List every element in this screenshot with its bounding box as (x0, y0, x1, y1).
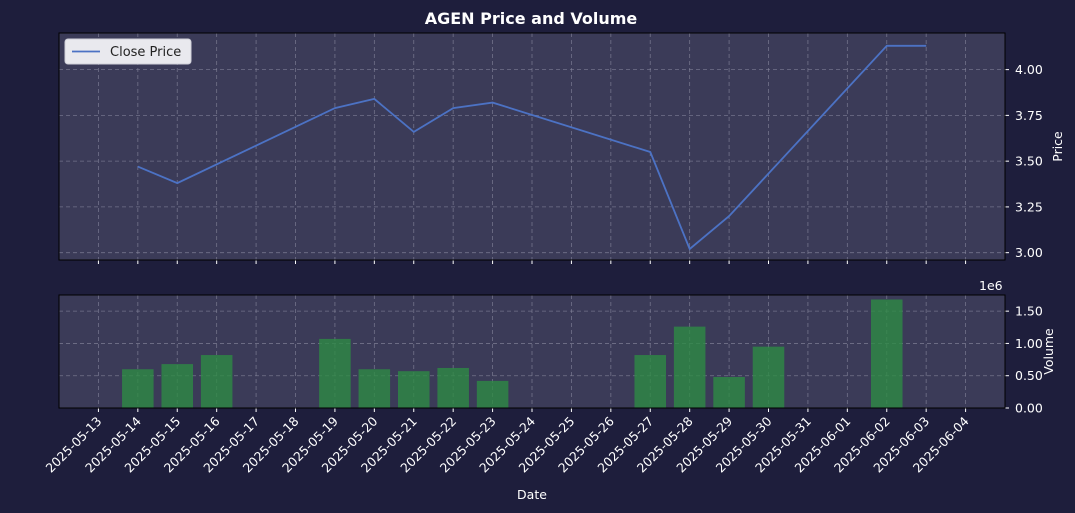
y-tick-label: 3.50 (1015, 154, 1043, 169)
legend-box (64, 38, 192, 65)
y-tick-label: 1.00 (1015, 336, 1043, 351)
volume-bar (200, 355, 233, 408)
y-tick-label: 3.25 (1015, 199, 1043, 214)
volume-bar (161, 364, 194, 408)
volume-axis-label: Volume (1041, 328, 1056, 375)
volume-bar (673, 326, 706, 408)
volume-bar (397, 371, 430, 408)
volume-scale-label: 1e6 (979, 278, 1003, 293)
volume-bar (437, 367, 469, 408)
price-axis-label: Price (1050, 131, 1065, 162)
y-tick-label: 4.00 (1015, 62, 1043, 77)
volume-bar (476, 380, 509, 408)
y-tick-label: 0.50 (1015, 368, 1043, 383)
volume-bar (122, 369, 154, 408)
price-panel-frame (58, 32, 1006, 261)
y-tick-label: 0.00 (1015, 401, 1043, 416)
close-price-line (137, 44, 927, 251)
y-tick-label: 1.50 (1015, 304, 1043, 319)
volume-bar (634, 355, 667, 408)
date-axis-label: Date (517, 487, 547, 502)
volume-bar (870, 299, 903, 408)
volume-panel-frame (58, 294, 1006, 409)
volume-bar (713, 377, 745, 408)
y-tick-label: 3.00 (1015, 245, 1043, 260)
y-tick-label: 3.75 (1015, 108, 1043, 123)
volume-bar (752, 346, 785, 408)
volume-bar (319, 338, 351, 408)
volume-bar (358, 369, 391, 408)
legend-label-close-price: Close Price (110, 45, 181, 60)
date-axis: 2025-05-132025-05-142025-05-152025-05-16… (43, 413, 972, 502)
volume-panel: 0.00 0.50 1.00 1.50 Volume 1e6 (58, 278, 1056, 416)
price-panel: 3.00 3.25 3.50 3.75 4.00 Price Close Price (58, 32, 1065, 264)
chart-title: AGEN Price and Volume (425, 9, 638, 28)
legend: Close Price (64, 38, 192, 65)
